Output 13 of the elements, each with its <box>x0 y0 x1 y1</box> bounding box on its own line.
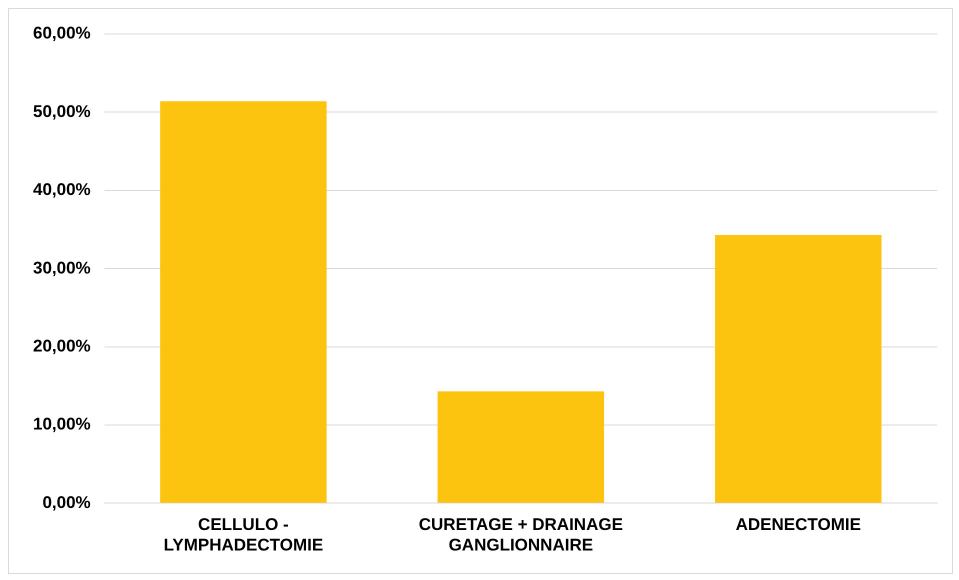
y-tick-label: 10,00% <box>32 414 91 434</box>
y-tick-label: 20,00% <box>32 336 91 356</box>
y-tick-label: 40,00% <box>32 180 91 200</box>
bar <box>438 391 604 503</box>
y-tick-label: 30,00% <box>32 258 91 278</box>
y-tick-label: 60,00% <box>32 24 91 43</box>
bar <box>160 101 327 503</box>
y-tick-label: 0,00% <box>42 492 91 512</box>
x-tick-label: CURETAGE + DRAINAGE GANGLIONNAIRE <box>418 515 623 554</box>
x-tick-label: CELLULO - LYMPHADECTOMIE <box>164 515 324 554</box>
x-tick-label: ADENECTOMIE <box>736 515 861 534</box>
bar <box>715 234 882 503</box>
y-tick-label: 50,00% <box>32 102 91 121</box>
